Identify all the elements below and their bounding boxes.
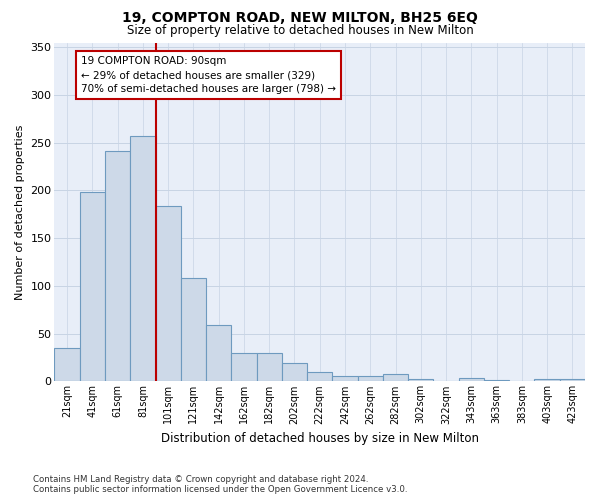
- Bar: [55, 348, 80, 382]
- Text: Size of property relative to detached houses in New Milton: Size of property relative to detached ho…: [127, 24, 473, 37]
- Text: Contains HM Land Registry data © Crown copyright and database right 2024.: Contains HM Land Registry data © Crown c…: [33, 474, 368, 484]
- Bar: [484, 380, 509, 382]
- Bar: [358, 376, 383, 382]
- Bar: [282, 364, 307, 382]
- Text: 19 COMPTON ROAD: 90sqm
← 29% of detached houses are smaller (329)
70% of semi-de: 19 COMPTON ROAD: 90sqm ← 29% of detached…: [81, 56, 336, 94]
- Bar: [332, 376, 358, 382]
- Bar: [257, 353, 282, 382]
- Text: 19, COMPTON ROAD, NEW MILTON, BH25 6EQ: 19, COMPTON ROAD, NEW MILTON, BH25 6EQ: [122, 11, 478, 25]
- Bar: [408, 378, 433, 382]
- Bar: [130, 136, 155, 382]
- Text: Contains public sector information licensed under the Open Government Licence v3: Contains public sector information licen…: [33, 485, 407, 494]
- Y-axis label: Number of detached properties: Number of detached properties: [15, 124, 25, 300]
- Bar: [560, 380, 585, 382]
- X-axis label: Distribution of detached houses by size in New Milton: Distribution of detached houses by size …: [161, 432, 479, 445]
- Bar: [206, 325, 232, 382]
- Bar: [383, 374, 408, 382]
- Bar: [80, 192, 105, 382]
- Bar: [105, 152, 130, 382]
- Bar: [155, 206, 181, 382]
- Bar: [181, 278, 206, 382]
- Bar: [458, 378, 484, 382]
- Bar: [307, 372, 332, 382]
- Bar: [232, 353, 257, 382]
- Bar: [535, 380, 560, 382]
